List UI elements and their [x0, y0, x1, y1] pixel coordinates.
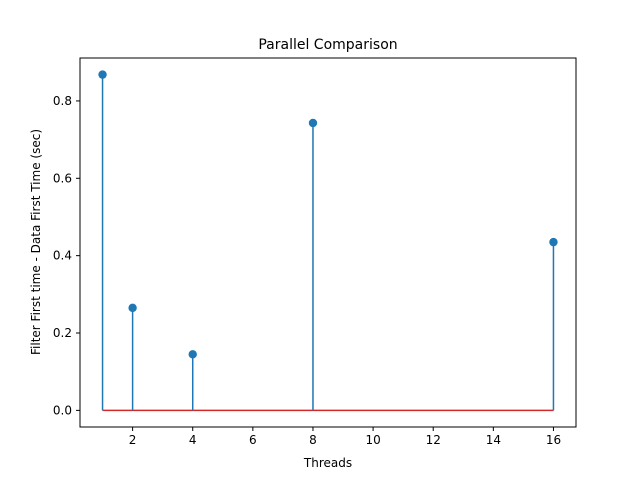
y-axis-label: Filter First time - Data First Time (sec… [29, 129, 43, 355]
plot-frame [79, 57, 577, 428]
x-tick-label-12: 12 [426, 433, 441, 447]
x-tick-label-2: 2 [129, 433, 137, 447]
stems-layer [101, 74, 555, 411]
stem-marker-8 [308, 118, 318, 128]
x-tick-label-10: 10 [365, 433, 380, 447]
x-axis-label: Threads [303, 456, 352, 470]
stem-marker-2 [128, 303, 137, 313]
y-tick-label-2: 0.4 [53, 249, 72, 263]
stem-marker-1 [98, 70, 107, 79]
markers-layer [98, 70, 558, 359]
y-tick-label-4: 0.8 [53, 94, 72, 108]
x-tick-label-6: 6 [249, 433, 257, 447]
stem-marker-16 [549, 237, 558, 247]
chart-title: Parallel Comparison [258, 37, 397, 53]
y-axis-ticks: 0.0 0.2 0.4 0.6 0.8 [53, 94, 80, 417]
y-tick-label-3: 0.6 [53, 171, 72, 185]
x-tick-label-14: 14 [486, 433, 501, 447]
x-tick-label-16: 16 [546, 433, 561, 447]
y-tick-label-1: 0.2 [53, 326, 72, 340]
stem-marker-4 [188, 350, 197, 359]
y-tick-label-0: 0.0 [53, 403, 72, 417]
plot-background [80, 58, 576, 427]
x-tick-label-8: 8 [309, 433, 317, 447]
x-tick-label-4: 4 [189, 433, 197, 447]
x-axis-ticks: 2 4 6 8 10 12 14 16 [129, 427, 561, 447]
